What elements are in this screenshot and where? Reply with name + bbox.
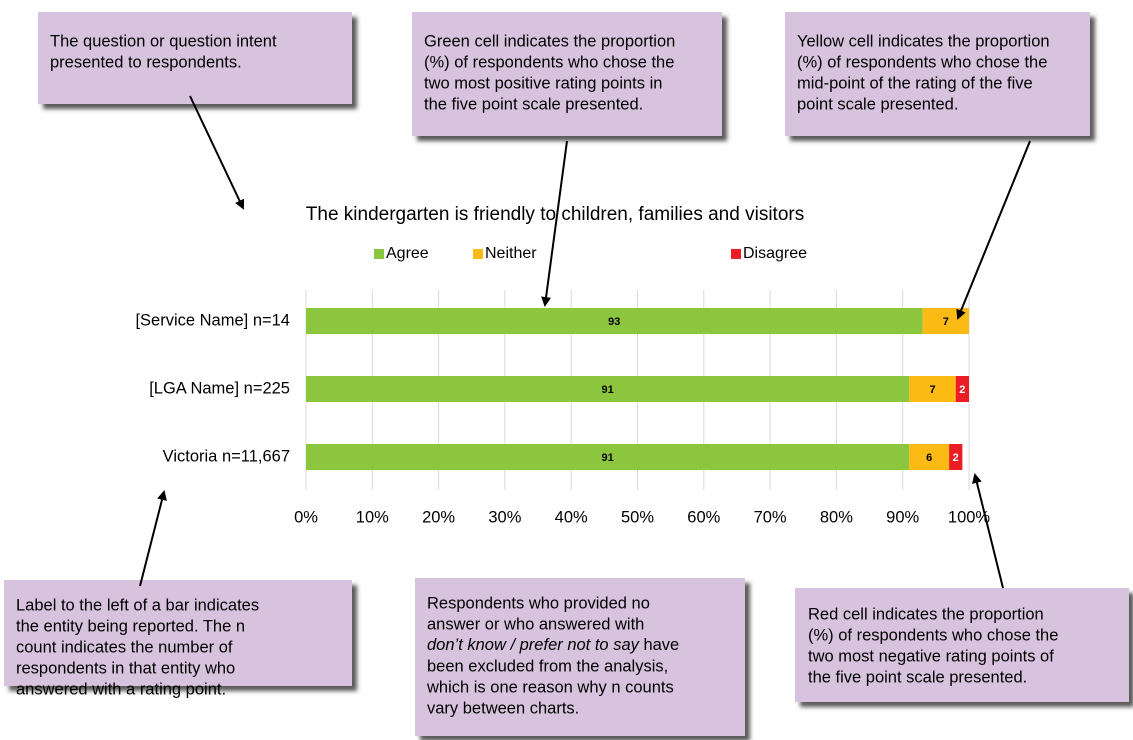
annotation-text: don’t know / prefer not to say have — [427, 636, 679, 654]
chart-title: The kindergarten is friendly to children… — [306, 204, 804, 225]
x-tick-label: 90% — [886, 508, 919, 526]
annotation-text: (%) of respondents who chose the — [808, 626, 1058, 644]
annotation-text: count indicates the number of — [16, 638, 233, 656]
bar-segment — [306, 444, 910, 470]
annotation-text: been excluded from the analysis, — [427, 657, 668, 675]
x-tick-label: 40% — [555, 508, 588, 526]
annotation-text: two most positive rating points in — [424, 74, 662, 92]
x-tick-label: 30% — [488, 508, 521, 526]
annotation-box — [795, 588, 1129, 702]
annotation-text: which is one reason why n counts — [426, 678, 674, 696]
legend-label: Disagree — [743, 245, 807, 262]
annotation-segment: have — [639, 636, 679, 654]
annotation-box — [4, 580, 352, 686]
bar-segment — [909, 376, 956, 402]
x-tick-label: 20% — [422, 508, 455, 526]
x-tick-label: 10% — [356, 508, 389, 526]
annotation-text: the five point scale presented. — [424, 95, 643, 113]
annotation-text: point scale presented. — [797, 95, 958, 113]
data-label: 2 — [953, 452, 959, 464]
annotation-text: (%) of respondents who chose the — [424, 53, 674, 71]
annotation-text: presented to respondents. — [50, 53, 242, 71]
data-label: 91 — [602, 452, 614, 464]
bar-segment — [949, 444, 963, 470]
x-tick-label: 50% — [621, 508, 654, 526]
bar-segment — [306, 376, 910, 402]
bar-segment — [909, 444, 950, 470]
annotation-box — [412, 12, 722, 136]
arrow — [189, 95, 245, 210]
annotation-text: mid-point of the rating of the five — [797, 74, 1033, 92]
annotation-text: vary between charts. — [427, 699, 579, 717]
data-label: 2 — [959, 384, 965, 396]
data-label: 7 — [943, 316, 949, 328]
annotation-text: the five point scale presented. — [808, 668, 1027, 686]
annotation-text: Red cell indicates the proportion — [808, 605, 1044, 623]
annotation-text: answered with a rating point. — [16, 680, 226, 698]
annotation-text: The question or question intent — [50, 32, 277, 50]
arrow — [541, 140, 568, 307]
legend-label: Agree — [386, 245, 429, 262]
annotation-text: Respondents who provided no — [427, 594, 650, 612]
data-label: 6 — [926, 452, 932, 464]
annotation-segment: don’t know / prefer not to say — [427, 636, 641, 654]
arrow — [139, 490, 167, 587]
annotation-box — [38, 12, 352, 104]
legend-label: Neither — [485, 245, 537, 262]
category-label: [Service Name] n=14 — [135, 311, 290, 329]
data-label: 7 — [929, 384, 935, 396]
annotation-text: Green cell indicates the proportion — [424, 32, 675, 50]
annotation-text: two most negative rating points of — [808, 647, 1054, 665]
legend-swatch — [731, 249, 741, 259]
annotation-text: (%) of respondents who chose the — [797, 53, 1047, 71]
legend-swatch — [473, 249, 483, 259]
x-tick-label: 80% — [820, 508, 853, 526]
annotation-text: the entity being reported. The n — [16, 617, 245, 635]
annotation-box — [415, 578, 745, 736]
annotation-text: Label to the left of a bar indicates — [16, 596, 259, 614]
data-label: 91 — [602, 384, 614, 396]
data-label: 93 — [608, 316, 620, 328]
category-label: [LGA Name] n=225 — [149, 379, 290, 397]
category-label: Victoria n=11,667 — [163, 447, 290, 465]
bar-segment — [306, 308, 923, 334]
annotation-text: respondents in that entity who — [16, 659, 235, 677]
annotation-text: Yellow cell indicates the proportion — [797, 32, 1050, 50]
x-tick-label: 100% — [948, 508, 991, 526]
legend-swatch — [374, 249, 384, 259]
arrow — [972, 473, 1004, 589]
arrows — [139, 95, 1031, 589]
arrow — [956, 140, 1031, 320]
bar-segment — [955, 376, 969, 402]
annotation-text: answer or who answered with — [427, 615, 644, 633]
x-tick-label: 60% — [687, 508, 720, 526]
annotation-box — [785, 12, 1090, 136]
x-tick-label: 0% — [294, 508, 318, 526]
x-tick-label: 70% — [754, 508, 787, 526]
